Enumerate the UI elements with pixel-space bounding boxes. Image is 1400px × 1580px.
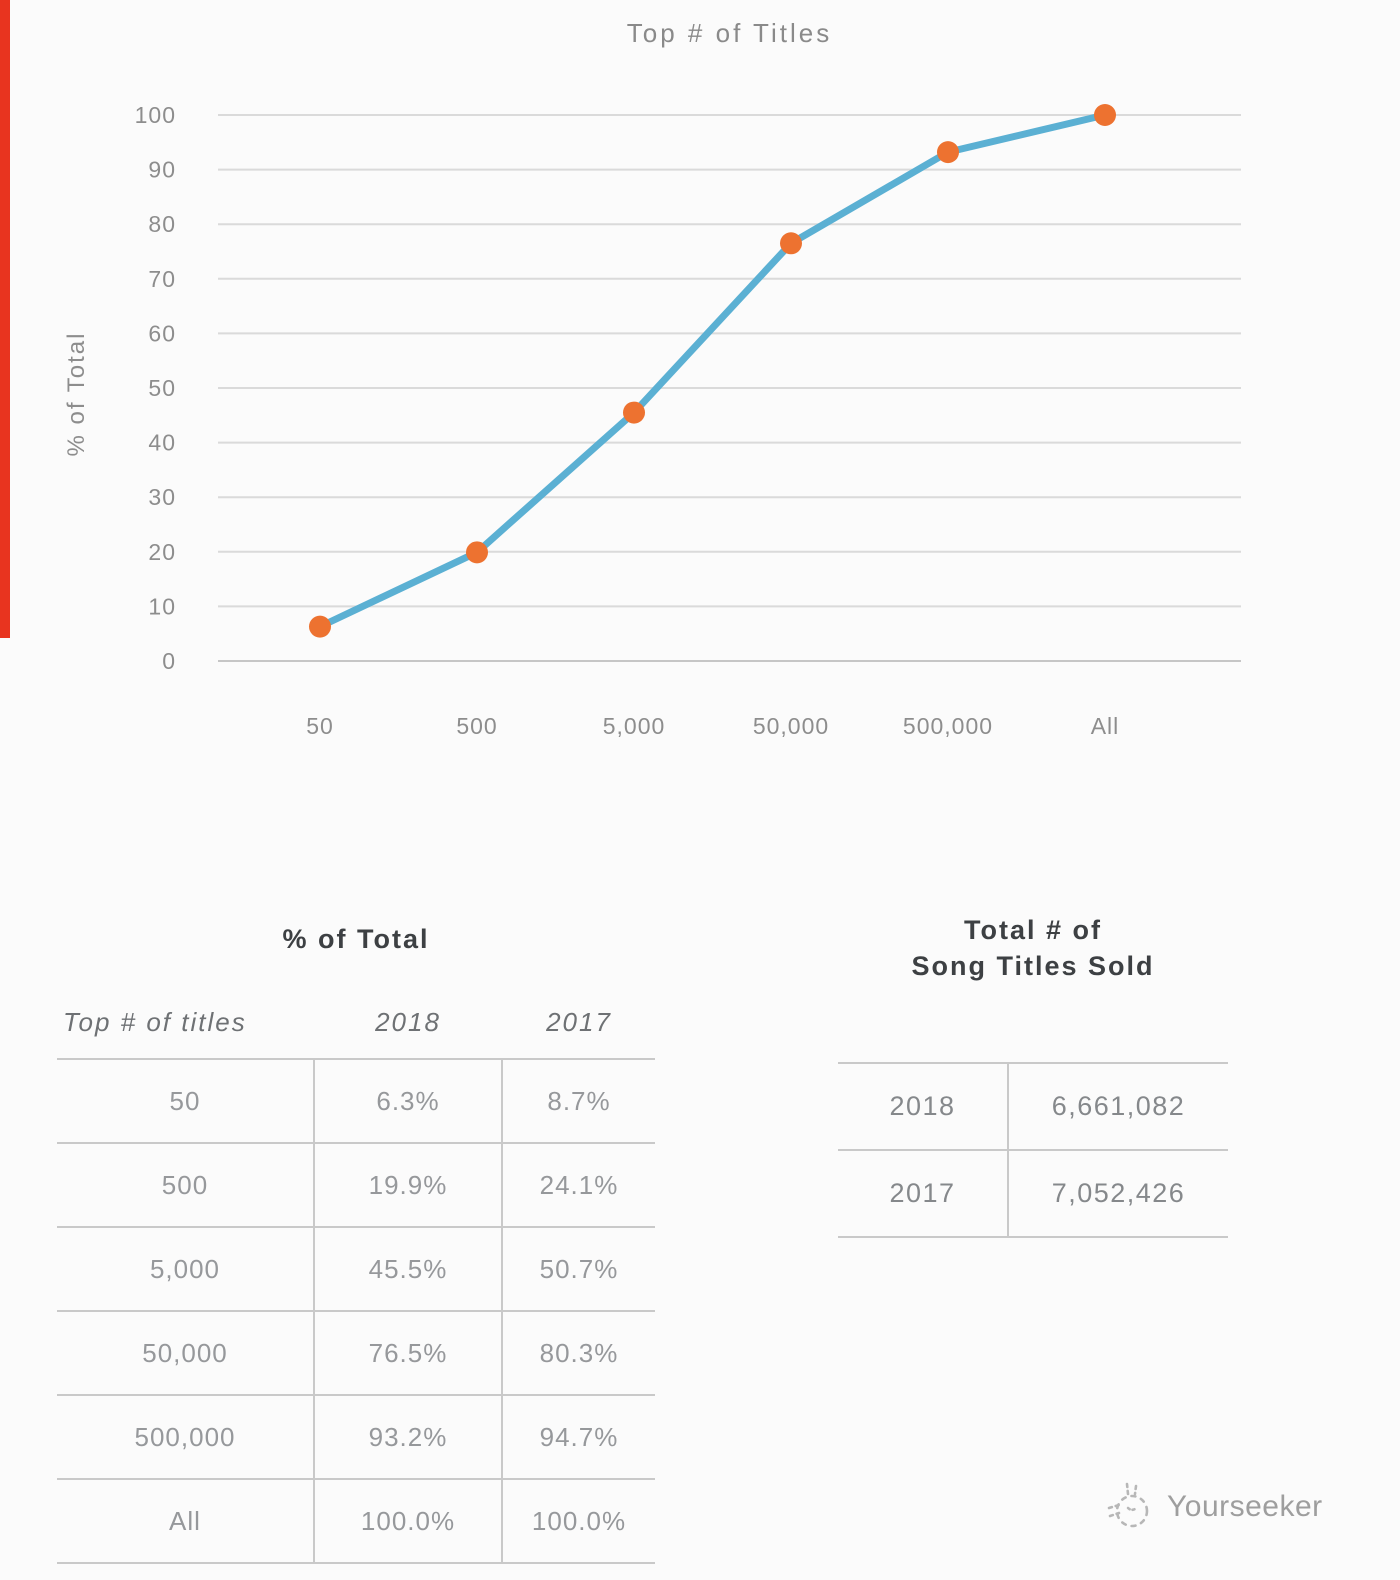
table-cell: 50,000 [142,1337,228,1368]
table-row: 2017 7,052,426 [838,1151,1228,1238]
table-cell: 6,661,082 [1007,1064,1228,1149]
data-point [623,401,645,424]
line-chart: 0 10 20 30 40 50 60 70 80 90 100 50 500 5,000 50,000 50… [135,102,1241,739]
table-row: 50,000 76.5% 80.3% [57,1312,655,1396]
table-cell: 93.2% [313,1396,503,1478]
y-tick-label: 10 [148,593,176,619]
table-row: 500,000 93.2% 94.7% [57,1396,655,1480]
data-point [309,615,331,638]
table-row: 5,000 45.5% 50.7% [57,1228,655,1312]
table-cell: 50 [169,1085,201,1116]
x-tick-label: 50,000 [753,713,829,739]
table-cell: 50.7% [539,1253,619,1284]
table-cell: 100.0% [531,1505,627,1536]
y-tick-label: 20 [148,539,176,565]
y-tick-label: 50 [148,375,176,401]
y-tick-label: 0 [162,648,176,674]
table-row: All 100.0% 100.0% [57,1480,655,1564]
data-point [1094,104,1116,126]
data-point [466,541,488,564]
y-tick-label: 80 [148,211,176,237]
x-tick-label: 50 [306,713,334,739]
percent-table-title: % of Total [282,924,430,954]
y-tick-label: 30 [148,484,176,510]
x-tick-label: 500,000 [903,713,993,739]
table-cell: 5,000 [149,1253,221,1284]
table-cell: 7,052,426 [1007,1151,1228,1236]
column-header-titles: Top # of titles [63,1006,247,1037]
table-cell: 45.5% [313,1228,503,1310]
table-cell: 500,000 [134,1421,236,1452]
table-cell: 94.7% [539,1421,619,1452]
table-cell: 80.3% [539,1337,619,1368]
table-row: 500 19.9% 24.1% [57,1144,655,1228]
data-point [780,232,802,255]
table-cell: 24.1% [539,1169,619,1200]
watermark-brand-text: Yourseeker [1167,1490,1323,1523]
column-header-2018: 2018 [375,1006,441,1037]
table-cell: 2017 [889,1178,956,1208]
table-cell: 500 [161,1169,209,1200]
percent-table-header: Top # of titles 2018 2017 [57,1000,655,1044]
percent-table-body: 50 6.3% 8.7% 500 19.9% 24.1% 5,000 45.5% 50.7% 50… [57,1058,655,1564]
x-tick-label: 5,000 [603,713,666,739]
x-tick-label: All [1091,713,1120,739]
watermark: Yourseeker [1103,1478,1323,1536]
table-cell: 76.5% [313,1312,503,1394]
red-accent-strip [0,0,10,638]
chart-title: Top # of Titles [626,18,833,48]
songs-sold-title-line2: Song Titles Sold [911,951,1155,981]
column-header-2017: 2017 [546,1006,612,1037]
songs-sold-title-line1: Total # of [964,915,1102,945]
x-tick-label: 500 [456,713,497,739]
data-point [937,141,959,164]
table-cell: 8.7% [547,1085,611,1116]
table-row: 50 6.3% 8.7% [57,1060,655,1144]
table-row: 2018 6,661,082 [838,1064,1228,1151]
y-tick-label: 70 [148,266,176,292]
y-tick-label: 40 [148,430,176,456]
sketch-doodle-icon [1107,1482,1149,1528]
table-cell: 19.9% [313,1144,503,1226]
songs-sold-table-title: Total # of Song Titles Sold [838,912,1228,984]
table-cell: 2018 [889,1091,956,1121]
y-tick-label: 60 [148,320,176,346]
series-line-2018 [316,111,1109,631]
table-cell: 100.0% [313,1480,503,1562]
table-cell: All [169,1505,201,1536]
y-tick-label: 90 [148,157,176,183]
y-tick-label: 100 [135,102,176,128]
songs-sold-table-body: 2018 6,661,082 2017 7,052,426 [838,1062,1228,1238]
table-cell: 6.3% [313,1060,503,1142]
